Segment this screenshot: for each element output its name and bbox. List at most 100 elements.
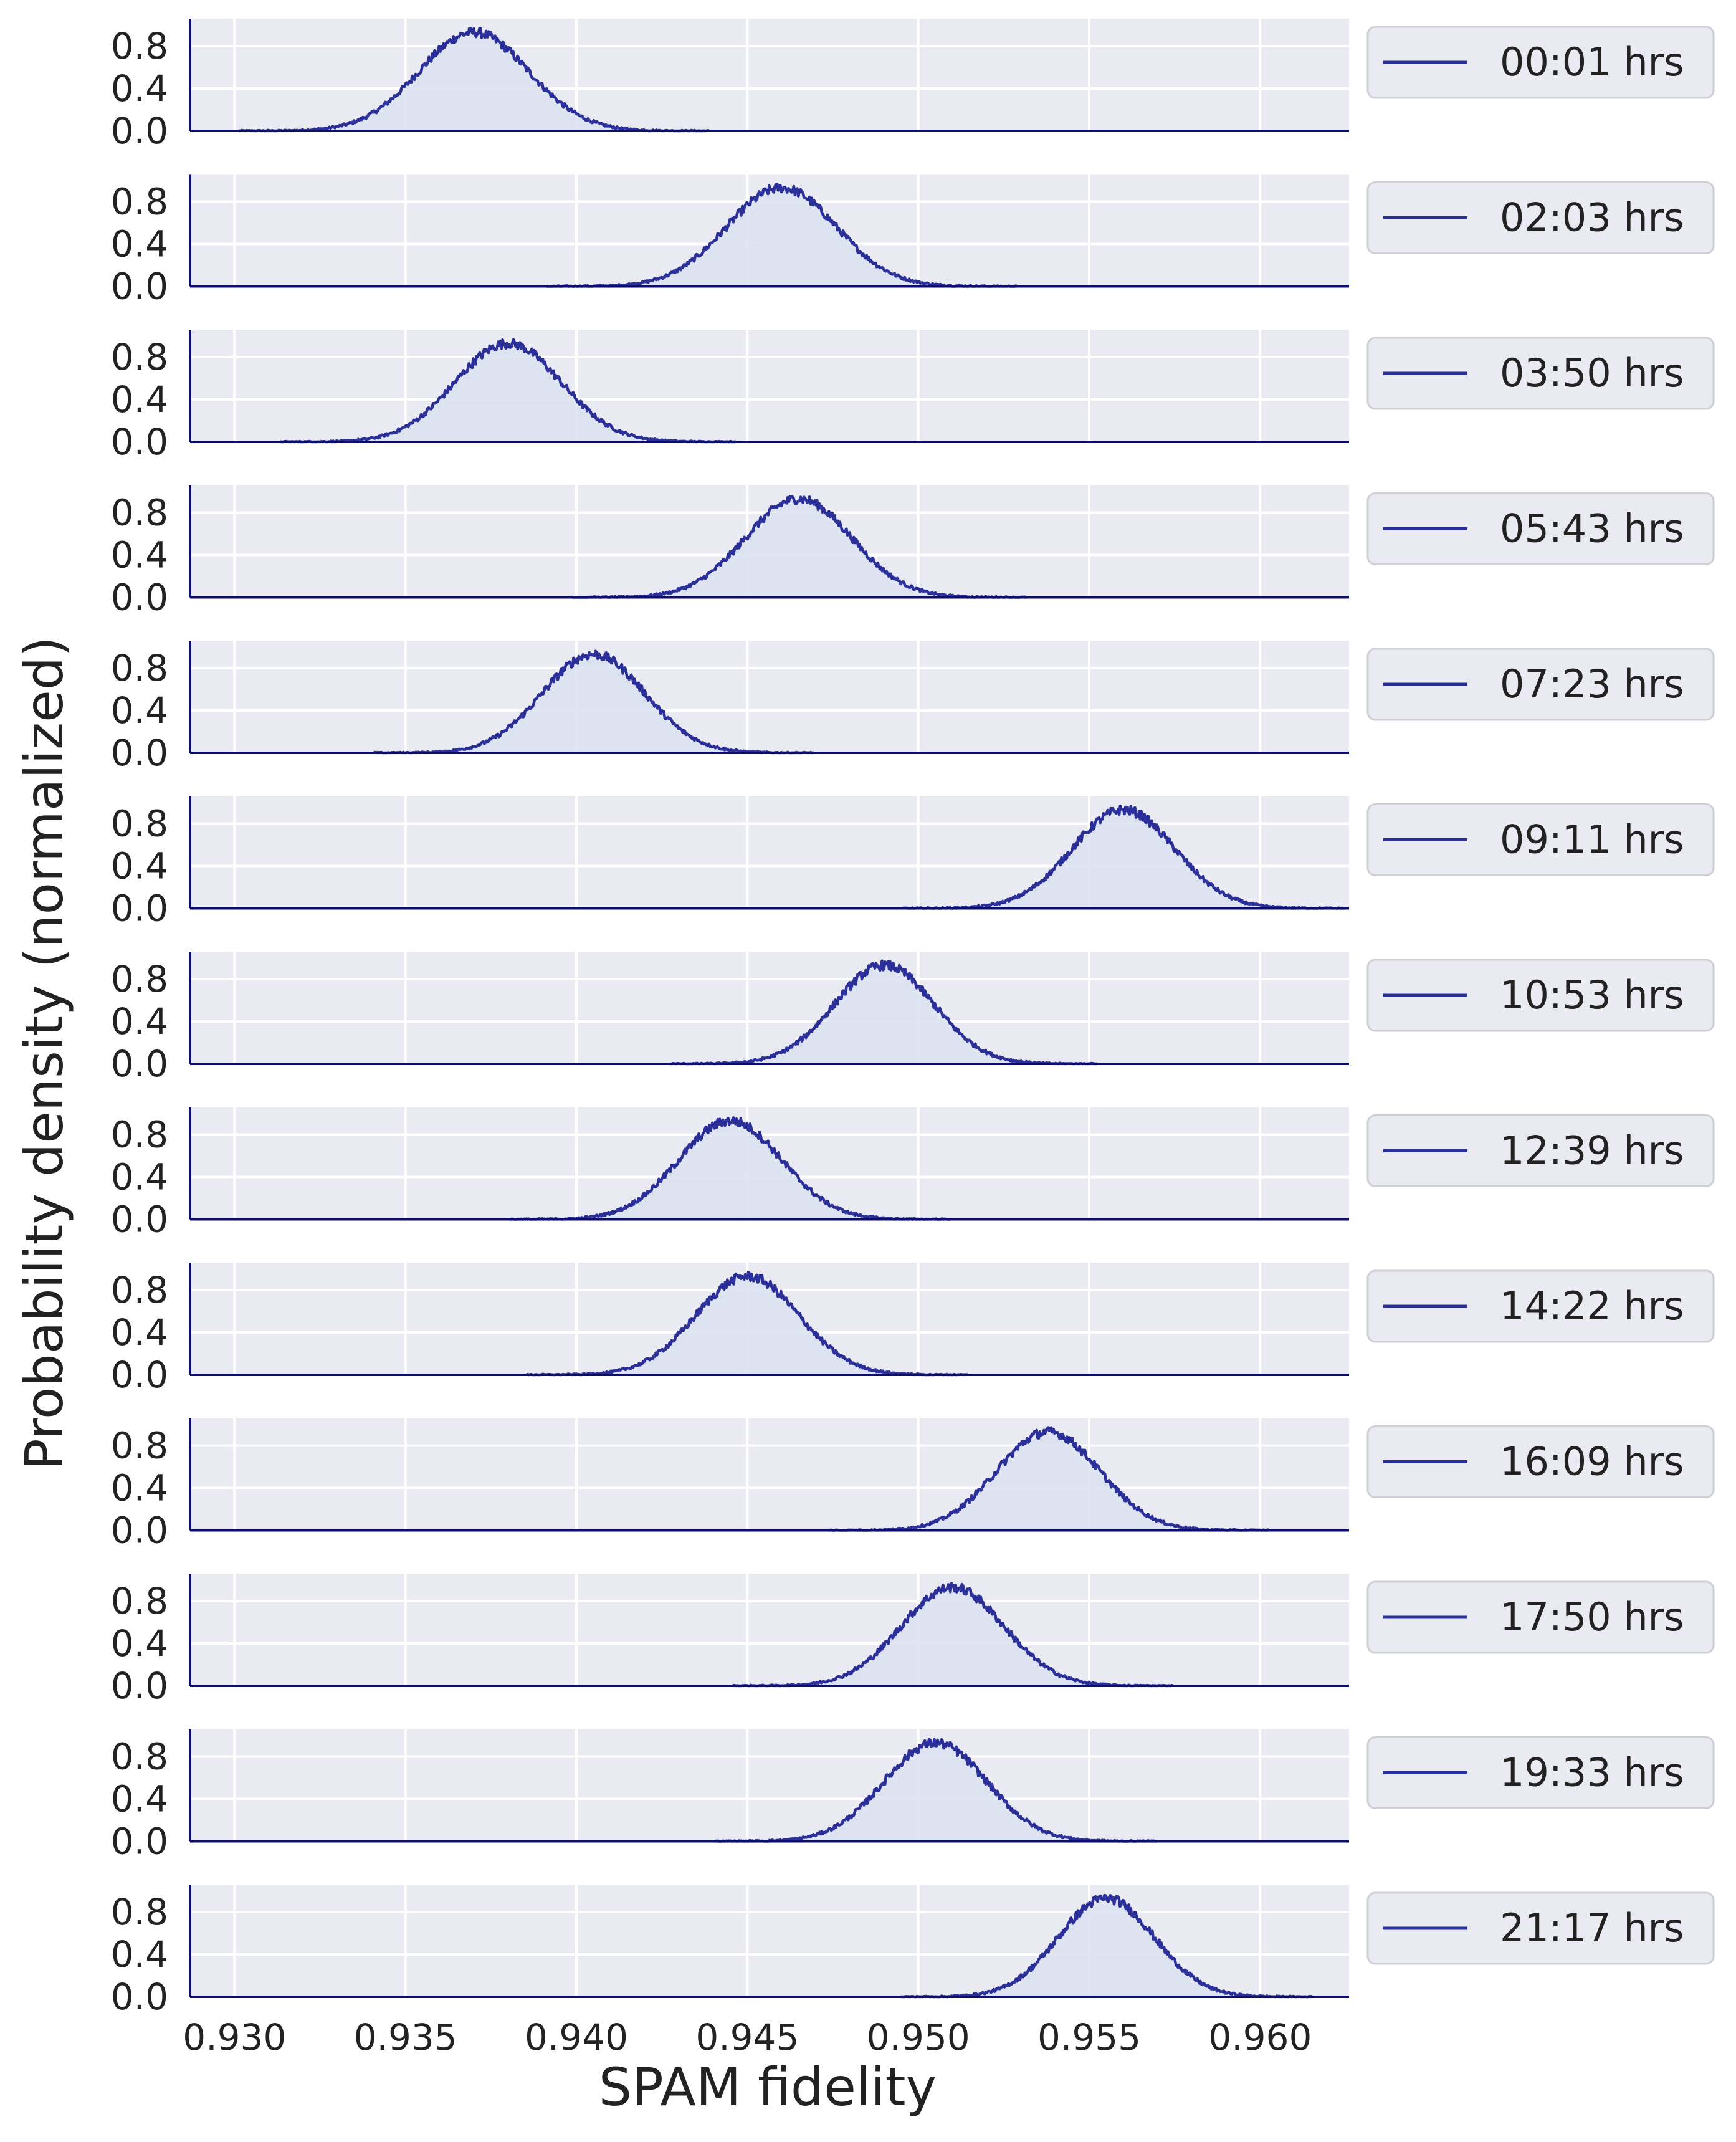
panel: 0.00.40.8 03:50 hrs bbox=[111, 330, 1715, 463]
legend-box bbox=[1366, 648, 1715, 721]
panel-background bbox=[190, 1418, 1349, 1531]
y-tick-label: 0.8 bbox=[111, 803, 168, 845]
density-line bbox=[372, 649, 814, 755]
y-tick-label: 0.4 bbox=[111, 1311, 168, 1354]
legend-box bbox=[1366, 26, 1715, 99]
panel: 0.00.40.8 09:11 hrs bbox=[111, 796, 1715, 930]
legend-box bbox=[1366, 803, 1715, 876]
legend-label: 17:50 hrs bbox=[1500, 1594, 1684, 1640]
y-tick-label: 0.0 bbox=[111, 110, 168, 152]
panel-background bbox=[190, 1729, 1349, 1842]
y-tick-label: 0.0 bbox=[111, 1198, 168, 1241]
density-line bbox=[827, 1426, 1270, 1532]
legend-box bbox=[1366, 1736, 1715, 1809]
legend-box bbox=[1366, 1269, 1715, 1343]
legend-box bbox=[1366, 492, 1715, 565]
y-tick-label: 0.8 bbox=[111, 1425, 168, 1467]
y-tick-label: 0.0 bbox=[111, 1509, 168, 1552]
panel-background bbox=[190, 1574, 1349, 1686]
y-tick-label: 0.8 bbox=[111, 1736, 168, 1778]
y-tick-label: 0.8 bbox=[111, 1269, 168, 1311]
legend-label: 00:01 hrs bbox=[1500, 39, 1684, 85]
y-tick-label: 0.8 bbox=[111, 1580, 168, 1622]
density-area bbox=[546, 184, 1017, 287]
density-area bbox=[732, 1583, 1173, 1686]
legend-label: 07:23 hrs bbox=[1500, 661, 1684, 707]
panel-background bbox=[190, 641, 1349, 753]
y-tick-label: 0.4 bbox=[111, 1933, 168, 1976]
y-tick-label: 0.8 bbox=[111, 647, 168, 689]
x-axis-label: SPAM fidelity bbox=[599, 2057, 937, 2118]
panel: 0.00.40.8 21:17 hrs bbox=[111, 1885, 1715, 2018]
y-tick-label: 0.4 bbox=[111, 1000, 168, 1043]
panel: 0.00.40.8 10:53 hrs bbox=[111, 952, 1715, 1085]
panel: 0.00.40.8 19:33 hrs bbox=[111, 1729, 1715, 1863]
y-tick-label: 0.4 bbox=[111, 1467, 168, 1509]
density-line bbox=[279, 338, 737, 444]
y-tick-label: 0.8 bbox=[111, 25, 168, 67]
panel: 0.00.40.8 17:50 hrs bbox=[111, 1574, 1715, 1707]
panel: 0.00.40.8 05:43 hrs bbox=[111, 485, 1715, 619]
legend-label: 05:43 hrs bbox=[1500, 506, 1684, 552]
panel-background bbox=[190, 19, 1349, 131]
y-tick-label: 0.0 bbox=[111, 265, 168, 308]
y-tick-label: 0.0 bbox=[111, 1820, 168, 1863]
density-area bbox=[280, 339, 737, 442]
x-tick-label: 0.930 bbox=[183, 2016, 286, 2058]
legend-box bbox=[1366, 1891, 1715, 1965]
density-area bbox=[238, 28, 709, 131]
legend-label: 14:22 hrs bbox=[1500, 1283, 1684, 1329]
legend-box bbox=[1366, 1114, 1715, 1187]
x-tick-label: 0.935 bbox=[354, 2016, 457, 2058]
y-tick-label: 0.8 bbox=[111, 1114, 168, 1156]
y-tick-label: 0.4 bbox=[111, 689, 168, 732]
legend-label: 10:53 hrs bbox=[1500, 972, 1684, 1018]
x-tick-label: 0.945 bbox=[695, 2016, 799, 2058]
density-line bbox=[714, 1738, 1157, 1843]
panel: 0.00.40.8 14:22 hrs bbox=[111, 1263, 1715, 1396]
density-line bbox=[238, 27, 710, 133]
y-axis-label: Probability density (normalized) bbox=[14, 636, 75, 1470]
legend-box bbox=[1366, 181, 1715, 254]
legend-label: 16:09 hrs bbox=[1500, 1439, 1684, 1485]
y-tick-label: 0.4 bbox=[111, 1778, 168, 1820]
y-tick-label: 0.4 bbox=[111, 845, 168, 887]
panel-background bbox=[190, 330, 1349, 442]
legend-label: 19:33 hrs bbox=[1500, 1750, 1684, 1795]
panel: 0.00.40.8 00:01 hrs bbox=[111, 19, 1715, 152]
legend-box bbox=[1366, 337, 1715, 410]
density-area bbox=[570, 496, 1027, 598]
density-area bbox=[670, 960, 1097, 1064]
density-line bbox=[731, 1582, 1174, 1688]
density-area bbox=[903, 806, 1344, 909]
legend-label: 09:11 hrs bbox=[1500, 817, 1684, 863]
density-area bbox=[373, 651, 814, 753]
y-tick-label: 0.8 bbox=[111, 1891, 168, 1933]
y-tick-label: 0.0 bbox=[111, 1043, 168, 1085]
panel: 0.00.40.8 16:09 hrs bbox=[111, 1418, 1715, 1552]
legend-label: 12:39 hrs bbox=[1500, 1128, 1684, 1174]
panel: 0.00.40.8 12:39 hrs bbox=[111, 1107, 1715, 1241]
y-tick-label: 0.0 bbox=[111, 887, 168, 930]
y-tick-label: 0.0 bbox=[111, 576, 168, 619]
legend-box bbox=[1366, 959, 1715, 1032]
legend-label: 02:03 hrs bbox=[1500, 195, 1684, 241]
density-area bbox=[527, 1272, 968, 1375]
y-tick-label: 0.0 bbox=[111, 1976, 168, 2018]
density-area bbox=[827, 1427, 1269, 1531]
y-tick-label: 0.4 bbox=[111, 223, 168, 265]
panel-background bbox=[190, 952, 1349, 1064]
legend-box bbox=[1366, 1425, 1715, 1498]
y-tick-label: 0.8 bbox=[111, 492, 168, 534]
panel: 0.00.40.8 07:23 hrs bbox=[111, 641, 1715, 774]
legend-label: 03:50 hrs bbox=[1500, 350, 1684, 396]
y-tick-label: 0.8 bbox=[111, 181, 168, 223]
x-tick-label: 0.955 bbox=[1037, 2016, 1141, 2058]
y-tick-label: 0.0 bbox=[111, 421, 168, 463]
density-area bbox=[510, 1117, 951, 1220]
y-tick-label: 0.8 bbox=[111, 336, 168, 378]
y-tick-label: 0.4 bbox=[111, 1622, 168, 1665]
y-tick-label: 0.4 bbox=[111, 67, 168, 110]
y-tick-label: 0.8 bbox=[111, 958, 168, 1000]
